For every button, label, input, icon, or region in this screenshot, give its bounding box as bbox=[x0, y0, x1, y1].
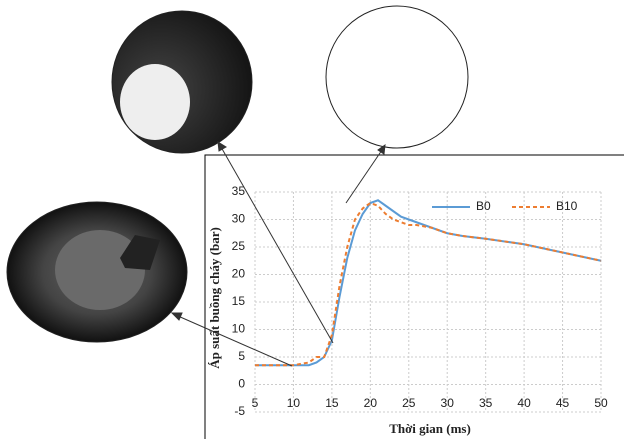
y-tick-label: 10 bbox=[232, 322, 246, 336]
x-tick-label: 30 bbox=[441, 396, 455, 410]
y-tick-label: 0 bbox=[238, 377, 245, 391]
x-tick-label: 25 bbox=[402, 396, 416, 410]
y-tick-label: 20 bbox=[232, 267, 246, 281]
image-top-left bbox=[112, 11, 252, 153]
figure: -5051015202530355101520253035404550B0B10… bbox=[0, 0, 624, 439]
x-tick-label: 40 bbox=[517, 396, 531, 410]
image-top-right bbox=[326, 6, 468, 148]
y-axis-label: Áp suất buồng cháy (bar) bbox=[207, 227, 222, 369]
legend-label: B0 bbox=[476, 199, 491, 213]
image-left bbox=[7, 202, 187, 342]
legend-label: B10 bbox=[556, 199, 578, 213]
y-tick-label: 25 bbox=[232, 239, 246, 253]
y-tick-label: -5 bbox=[234, 404, 245, 418]
x-tick-label: 35 bbox=[479, 396, 493, 410]
x-tick-label: 20 bbox=[364, 396, 378, 410]
x-axis-label: Thời gian (ms) bbox=[389, 421, 471, 436]
x-tick-label: 15 bbox=[325, 396, 339, 410]
x-tick-label: 10 bbox=[287, 396, 301, 410]
series-line bbox=[255, 200, 601, 365]
y-tick-label: 15 bbox=[232, 294, 246, 308]
y-tick-label: 5 bbox=[238, 349, 245, 363]
x-tick-label: 45 bbox=[556, 396, 570, 410]
x-tick-label: 50 bbox=[594, 396, 608, 410]
arrows bbox=[172, 142, 385, 366]
y-tick-label: 30 bbox=[232, 212, 246, 226]
x-tick-label: 5 bbox=[252, 396, 259, 410]
